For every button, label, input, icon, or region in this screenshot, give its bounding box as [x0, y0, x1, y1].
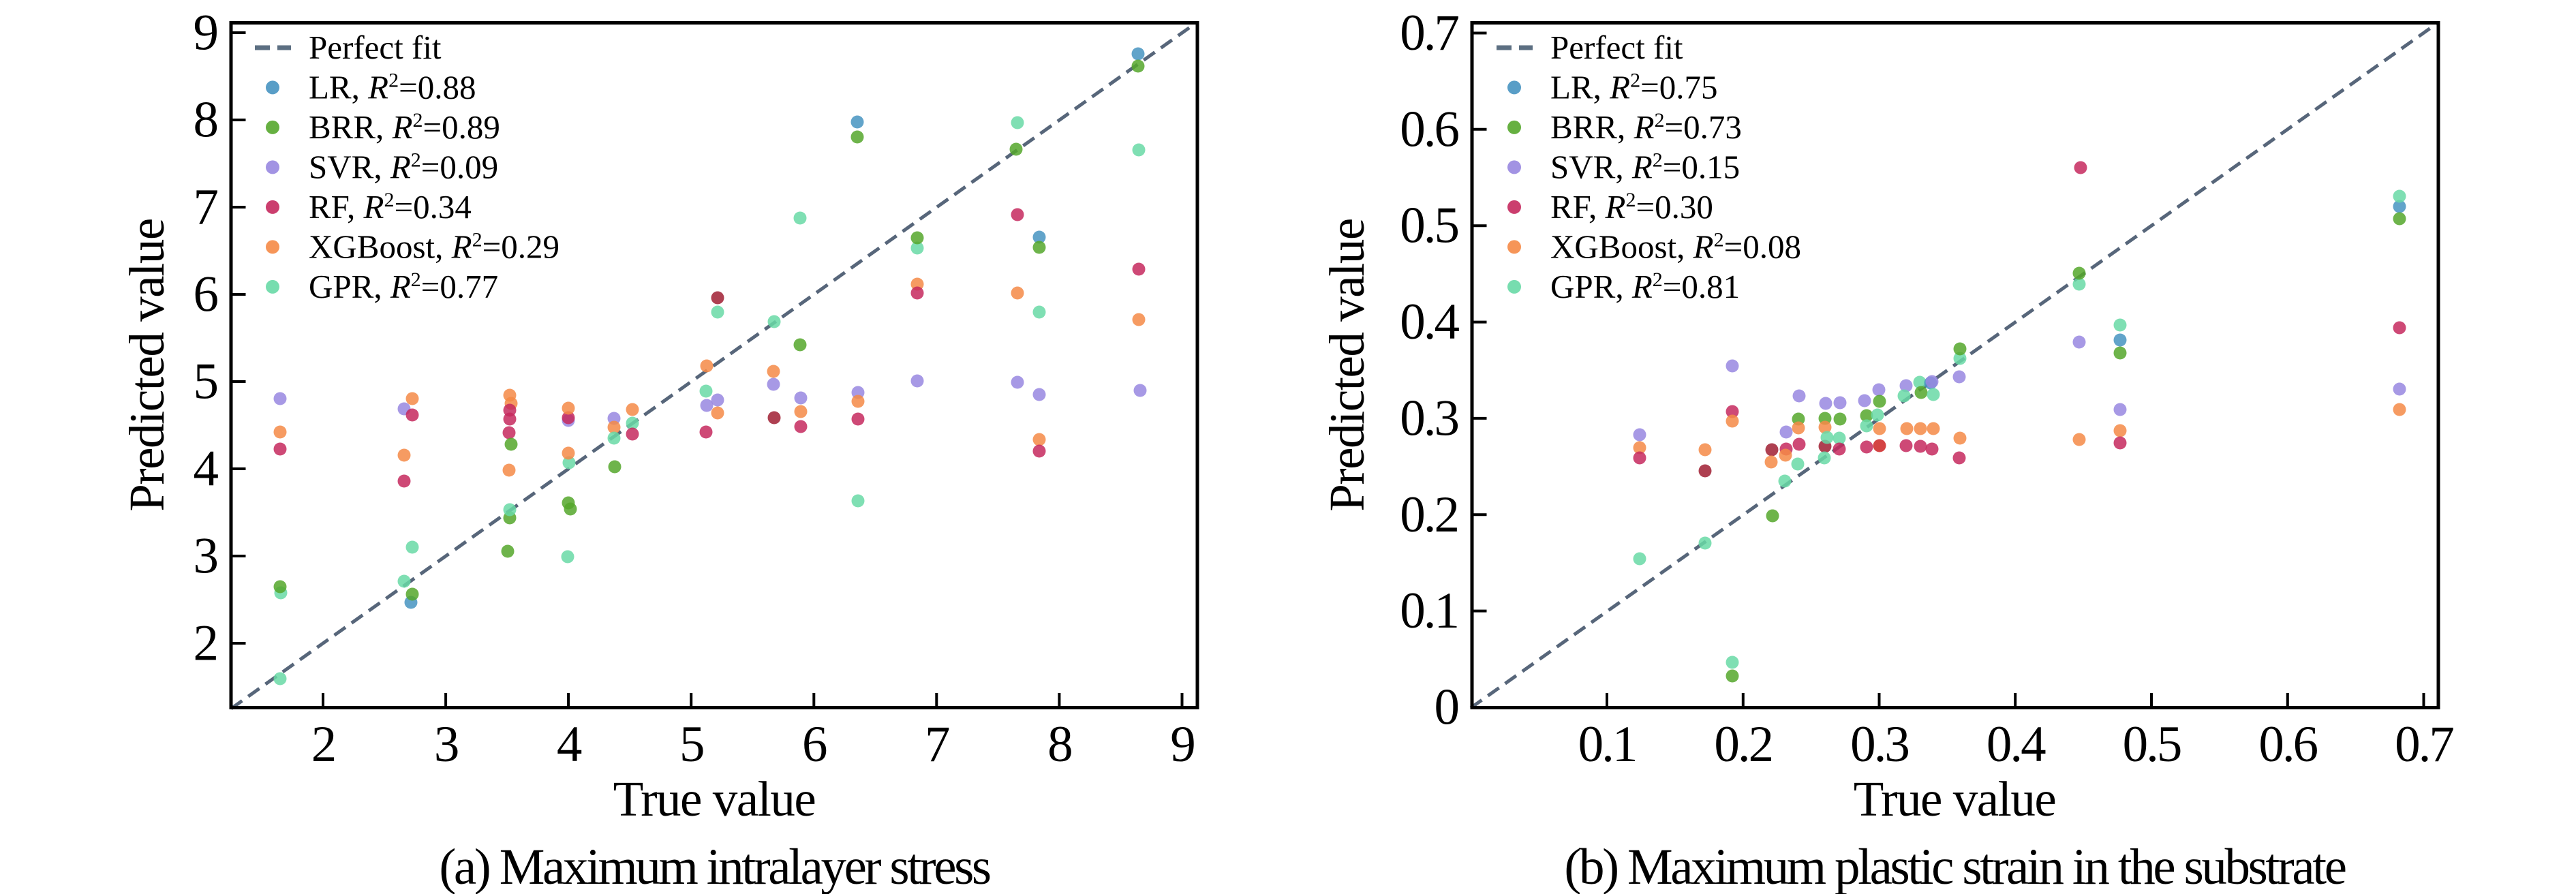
svg-text:4: 4: [557, 716, 582, 773]
svg-text:2: 2: [311, 716, 335, 773]
svg-text:XGBoost, R2=0.29: XGBoost, R2=0.29: [309, 228, 559, 265]
svg-text:True value: True value: [1854, 771, 2056, 827]
svg-text:2: 2: [194, 615, 217, 672]
svg-text:0: 0: [1435, 679, 1458, 736]
svg-text:(b) Maximum plastic strain in: (b) Maximum plastic strain in the substr…: [1564, 839, 2345, 894]
svg-text:0.5: 0.5: [2123, 716, 2181, 773]
svg-text:0.7: 0.7: [2395, 716, 2453, 773]
svg-text:RF, R2=0.30: RF, R2=0.30: [1550, 188, 1713, 226]
svg-text:8: 8: [194, 92, 217, 149]
svg-text:5: 5: [194, 354, 217, 410]
svg-text:Perfect fit: Perfect fit: [1550, 29, 1683, 66]
svg-text:0.6: 0.6: [2258, 716, 2317, 773]
svg-text:True value: True value: [613, 771, 816, 827]
svg-text:0.1: 0.1: [1400, 583, 1458, 639]
svg-text:0.4: 0.4: [1987, 716, 2046, 773]
svg-text:0.3: 0.3: [1400, 390, 1458, 446]
svg-text:0.7: 0.7: [1400, 5, 1458, 61]
svg-text:0.2: 0.2: [1714, 716, 1772, 773]
svg-text:0.3: 0.3: [1850, 716, 1908, 773]
svg-text:LR, R2=0.88: LR, R2=0.88: [309, 68, 476, 106]
svg-text:Predicted value: Predicted value: [1319, 219, 1375, 512]
svg-text:BRR, R2=0.73: BRR, R2=0.73: [1550, 108, 1742, 146]
svg-text:9: 9: [1170, 716, 1194, 773]
svg-text:SVR, R2=0.09: SVR, R2=0.09: [309, 148, 498, 185]
svg-text:0.5: 0.5: [1400, 198, 1458, 254]
svg-text:LR, R2=0.75: LR, R2=0.75: [1550, 68, 1717, 106]
svg-text:0.4: 0.4: [1400, 294, 1459, 350]
svg-text:8: 8: [1047, 716, 1071, 773]
svg-text:GPR, R2=0.77: GPR, R2=0.77: [309, 268, 498, 305]
svg-text:XGBoost, R2=0.08: XGBoost, R2=0.08: [1550, 228, 1801, 265]
svg-text:5: 5: [679, 716, 703, 773]
svg-text:7: 7: [925, 716, 949, 773]
svg-text:3: 3: [434, 716, 458, 773]
svg-text:6: 6: [194, 266, 218, 323]
svg-text:GPR, R2=0.81: GPR, R2=0.81: [1550, 268, 1740, 305]
svg-text:7: 7: [194, 179, 218, 236]
svg-text:BRR, R2=0.89: BRR, R2=0.89: [309, 108, 500, 146]
svg-text:0.1: 0.1: [1578, 716, 1636, 773]
svg-text:Perfect fit: Perfect fit: [309, 29, 442, 66]
svg-text:Predicted value: Predicted value: [119, 219, 174, 512]
svg-text:9: 9: [194, 5, 217, 61]
svg-text:6: 6: [802, 716, 827, 773]
svg-text:RF, R2=0.34: RF, R2=0.34: [309, 188, 472, 226]
svg-text:SVR, R2=0.15: SVR, R2=0.15: [1550, 148, 1740, 185]
svg-text:0.6: 0.6: [1400, 101, 1458, 157]
svg-text:0.2: 0.2: [1400, 487, 1458, 543]
svg-text:3: 3: [194, 528, 217, 585]
svg-text:(a) Maximum intralayer stress: (a) Maximum intralayer stress: [439, 839, 990, 894]
svg-text:4: 4: [194, 441, 219, 497]
